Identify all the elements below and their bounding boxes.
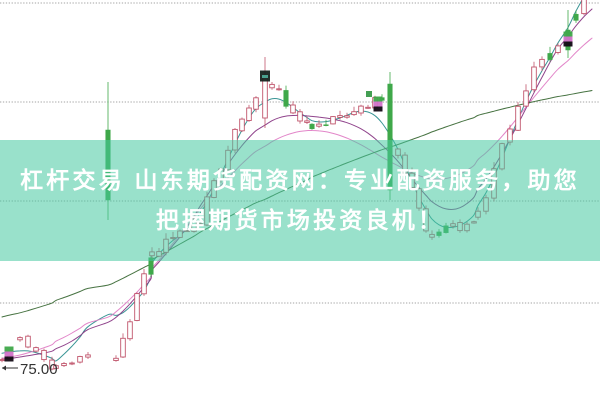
svg-text:75.00: 75.00 [20, 361, 58, 378]
